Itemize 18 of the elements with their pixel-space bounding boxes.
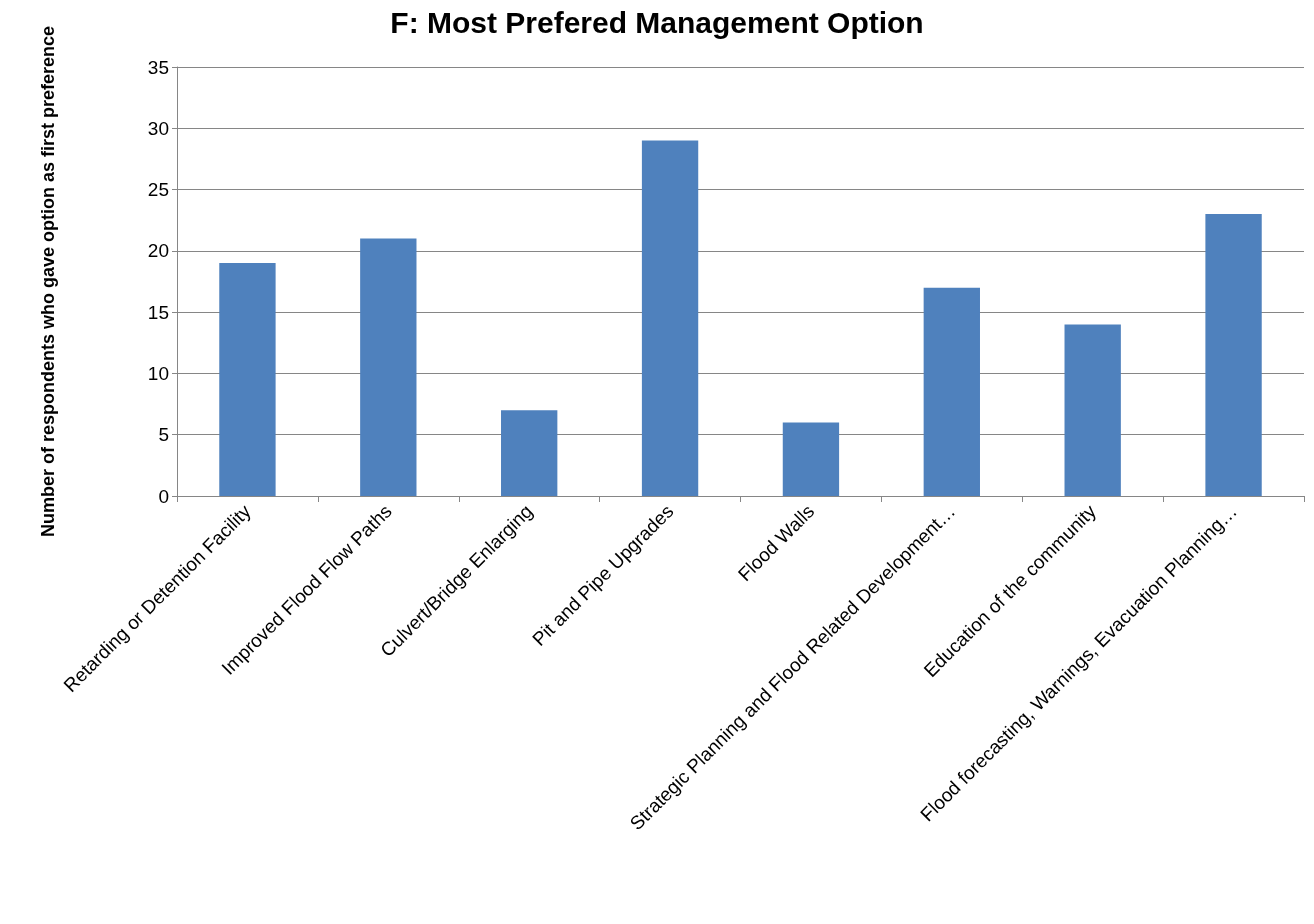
bar xyxy=(501,410,558,496)
y-tick-label: 15 xyxy=(147,301,169,323)
y-tick-label: 5 xyxy=(158,424,169,446)
bar xyxy=(1205,214,1262,496)
bar xyxy=(641,140,699,496)
y-tick-label: 20 xyxy=(147,240,169,262)
y-axis-title: Number of respondents who gave option as first preference xyxy=(38,25,58,538)
bar xyxy=(782,422,840,496)
y-tick-label: 30 xyxy=(147,117,169,139)
bar xyxy=(923,287,980,496)
chart-title: F: Most Prefered Management Option xyxy=(390,5,924,39)
bar xyxy=(360,238,417,496)
y-tick-label: 35 xyxy=(147,56,169,78)
y-tick-label: 0 xyxy=(158,485,169,507)
y-tick-label: 25 xyxy=(147,179,169,201)
bar xyxy=(1064,324,1121,496)
bar xyxy=(219,263,276,496)
y-tick-label: 10 xyxy=(147,362,169,384)
